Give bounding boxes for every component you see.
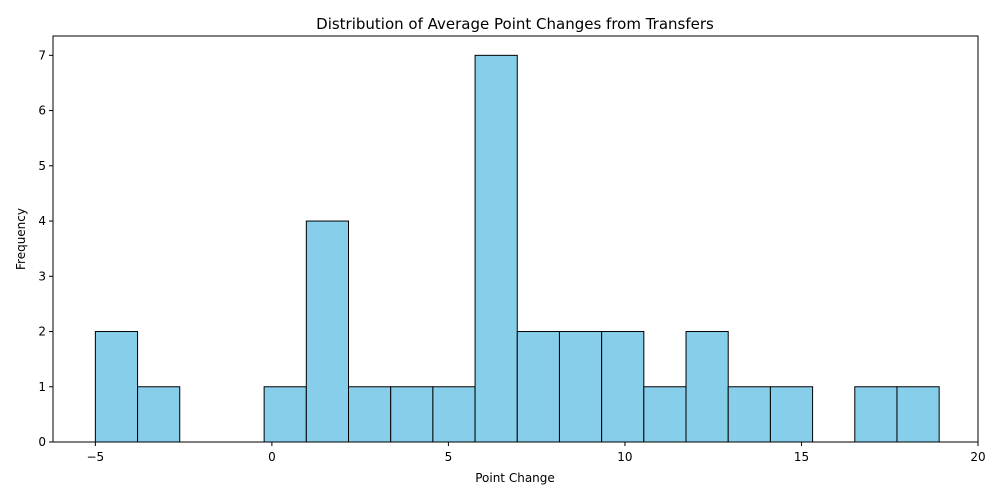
y-tick-label: 5 (38, 159, 46, 173)
y-tick-label: 1 (38, 380, 46, 394)
histogram-bar (305, 220, 350, 443)
histogram-bar (643, 386, 687, 443)
chart-title: Distribution of Average Point Changes fr… (316, 15, 714, 33)
y-tick-label: 4 (38, 214, 46, 228)
x-tick-label: 15 (794, 450, 809, 464)
y-axis: 0 1 2 3 4 5 6 7 (38, 48, 53, 449)
bars-group (94, 54, 940, 443)
y-tick-label: 7 (38, 48, 46, 62)
x-axis: −5 0 5 10 15 20 (87, 442, 986, 464)
histogram-bar (769, 386, 814, 443)
histogram-bar (263, 386, 307, 443)
histogram-bar (727, 386, 771, 443)
y-axis-label: Frequency (14, 208, 28, 270)
histogram-bar (94, 331, 139, 443)
x-tick-label: 5 (445, 450, 453, 464)
histogram-bar (390, 386, 434, 443)
histogram-bar (474, 54, 518, 443)
histogram-bar (685, 331, 729, 443)
histogram-bar (516, 331, 560, 443)
y-tick-label: 2 (38, 325, 46, 339)
x-tick-label: 20 (970, 450, 985, 464)
histogram-bar (854, 386, 898, 443)
histogram-bar (137, 386, 181, 443)
x-axis-label: Point Change (475, 471, 555, 485)
y-tick-label: 3 (38, 269, 46, 283)
histogram-bar (348, 386, 392, 443)
histogram-bar (896, 386, 940, 443)
plot-frame (52, 35, 979, 443)
histogram-bar (432, 386, 476, 443)
histogram-bar (601, 331, 645, 443)
y-tick-label: 6 (38, 104, 46, 118)
x-tick-label: −5 (87, 450, 105, 464)
histogram-bar (558, 331, 603, 443)
x-tick-label: 0 (268, 450, 276, 464)
x-tick-label: 10 (617, 450, 632, 464)
y-tick-label: 0 (38, 435, 46, 449)
